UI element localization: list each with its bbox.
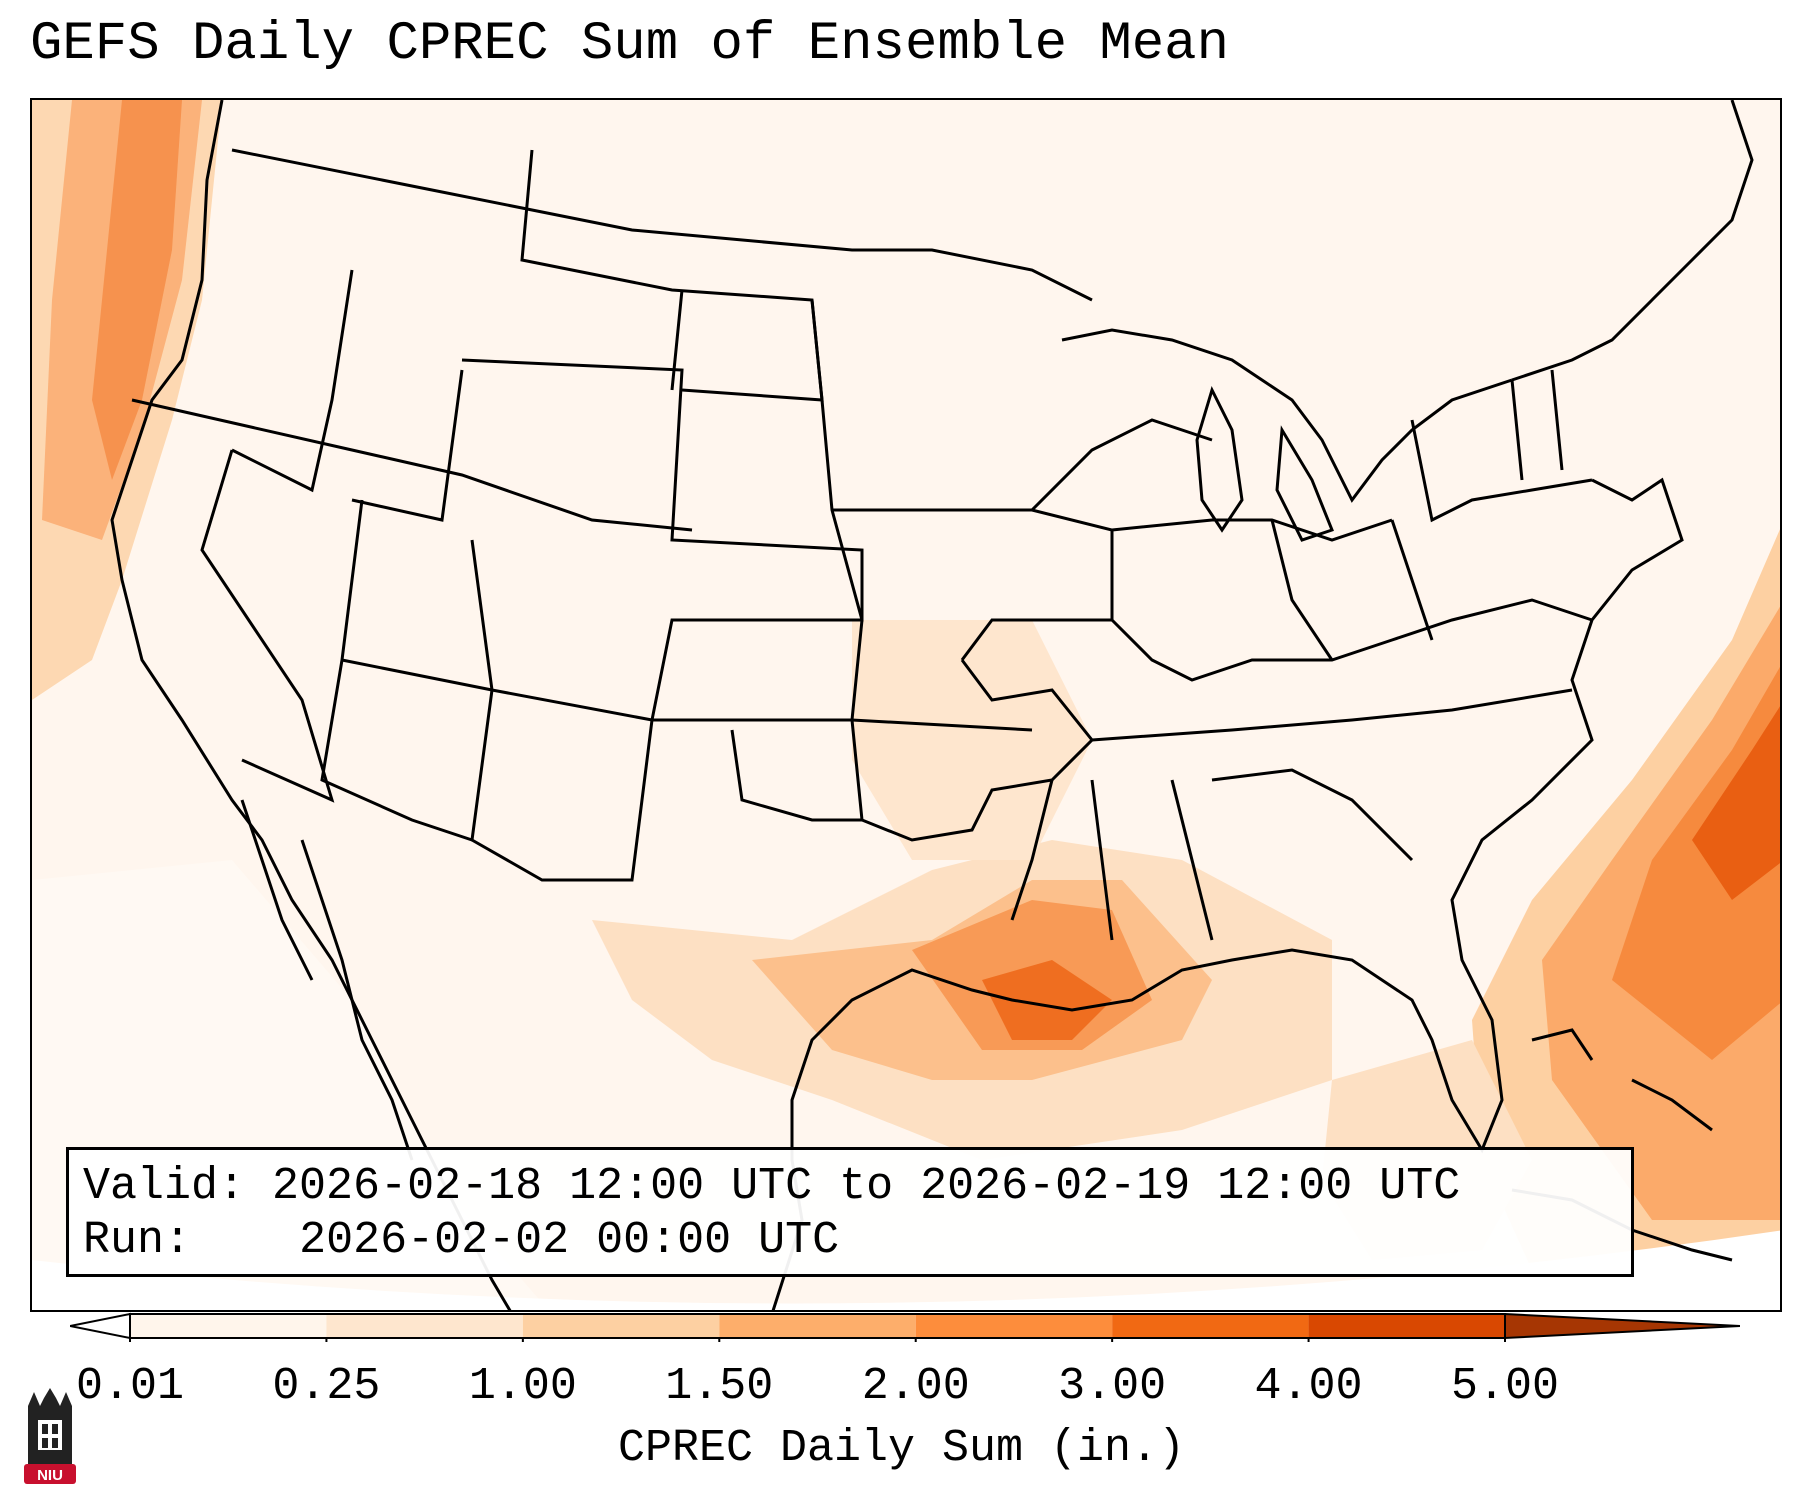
run-time: 2026-02-02 00:00 UTC (299, 1215, 840, 1266)
colorbar-segment (130, 1314, 327, 1338)
colorbar-outline (129, 1313, 1506, 1339)
valid-label: Valid: (83, 1161, 246, 1212)
colorbar-tick-label: 1.50 (665, 1361, 774, 1412)
colorbar-tick-label: 3.00 (1058, 1361, 1167, 1412)
colorbar-segment (1308, 1314, 1505, 1338)
colorbar-label: CPREC Daily Sum (in.) (617, 1423, 1186, 1474)
colorbar-extend-max (1504, 1312, 1740, 1340)
colorbar-tick-label: 0.25 (272, 1361, 381, 1412)
colorbar-extend-min (70, 1312, 131, 1340)
precipitation-map (30, 98, 1782, 1312)
colorbar-segment (522, 1314, 720, 1338)
colorbar-segment (915, 1314, 1113, 1338)
precipitation-shading (32, 100, 1780, 1310)
run-label: Run: (83, 1215, 192, 1266)
boundaries (110, 100, 1754, 1310)
colorbar (70, 1312, 1740, 1342)
colorbar-tick-label: 2.00 (861, 1361, 970, 1412)
colorbar-tick-label: 5.00 (1450, 1361, 1560, 1412)
niu-logo: NIU (24, 1388, 76, 1484)
map-title: GEFS Daily CPREC Sum of Ensemble Mean (30, 14, 1229, 75)
map-canvas (32, 100, 1780, 1310)
valid-run-box: Valid: 2026-02-18 12:00 UTC to 2026-02-1… (66, 1147, 1634, 1277)
colorbar-tick-label: 1.00 (468, 1361, 577, 1412)
colorbar-segment (1112, 1314, 1309, 1338)
svg-text:NIU: NIU (37, 1467, 63, 1484)
colorbar-tick-label: 0.01 (75, 1361, 185, 1412)
colorbar-tick-label: 4.00 (1254, 1361, 1363, 1412)
valid-time: 2026-02-18 12:00 UTC to 2026-02-19 12:00… (272, 1161, 1461, 1212)
colorbar-segment (326, 1314, 523, 1338)
colorbar-segment (719, 1314, 916, 1338)
